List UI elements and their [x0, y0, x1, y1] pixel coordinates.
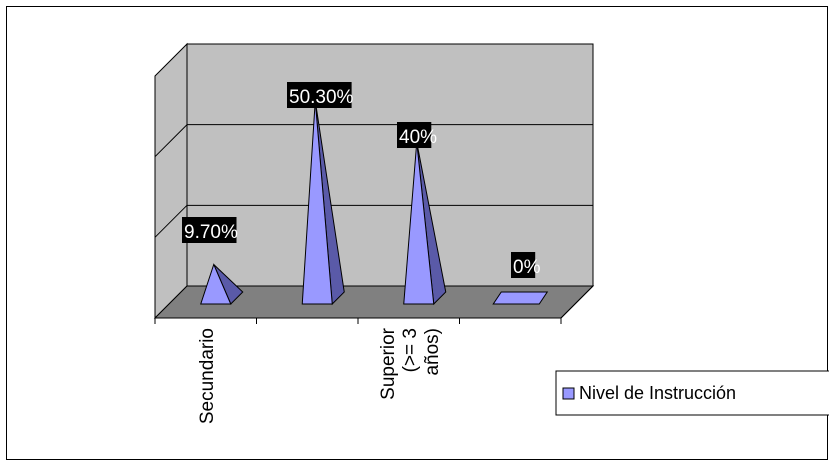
bar: [492, 291, 549, 305]
bar-front-face: [403, 142, 435, 305]
chart-svg: 9.70% 50.30% 40% 0% Secundario Superior (>= 3…: [153, 42, 836, 424]
legend-label: Nivel de Instrucción: [579, 383, 736, 403]
side-wall: [154, 42, 188, 320]
x-ticks: [154, 285, 594, 324]
data-label-text: 0%: [513, 257, 541, 278]
category-label: (>= 3: [400, 328, 421, 372]
data-label: 40%: [397, 122, 437, 148]
category-label: Secundario: [197, 328, 218, 424]
legend-box: [555, 370, 836, 416]
data-label-bg: [397, 122, 432, 148]
data-label-text: 9.70%: [184, 222, 238, 243]
gridline-side: [154, 124, 188, 158]
bar: [301, 100, 345, 306]
legend-swatch: [562, 387, 575, 400]
floor-edge: [560, 285, 594, 319]
legend: Nivel de Instrucción: [555, 370, 836, 416]
data-label-text: 40%: [399, 127, 437, 148]
data-label: 50.30%: [287, 82, 354, 108]
category-label: Superior: [378, 327, 399, 399]
category-labels: Secundario Superior (>= 3 años): [197, 327, 443, 424]
chart-frame: 9.70% 50.30% 40% 0% Secundario Superior (>= 3…: [6, 6, 836, 460]
data-label: 9.70%: [182, 217, 238, 243]
back-wall: [186, 43, 594, 287]
gridline-side: [154, 204, 188, 238]
category-label: años): [422, 328, 443, 376]
bar-flat: [492, 291, 549, 305]
data-label: 0%: [511, 252, 541, 278]
bar-front-face: [301, 100, 333, 305]
bars: [200, 100, 549, 306]
data-label-bg: [511, 252, 536, 278]
data-label-text: 50.30%: [289, 87, 354, 108]
data-label-bg: [182, 217, 237, 243]
bar-front-face: [200, 263, 232, 305]
bar: [403, 142, 447, 306]
data-labels: 9.70% 50.30% 40% 0%: [182, 82, 541, 278]
data-label-bg: [287, 82, 352, 108]
gridlines: [154, 124, 593, 238]
bar: [200, 263, 244, 305]
